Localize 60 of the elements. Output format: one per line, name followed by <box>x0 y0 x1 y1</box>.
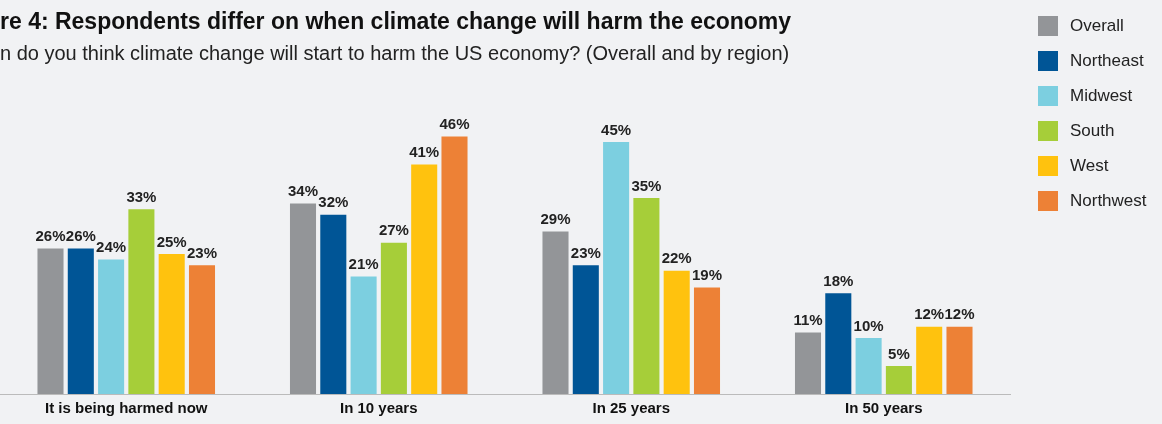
x-tick-label: In 25 years <box>592 399 671 417</box>
bar <box>158 254 185 394</box>
bar <box>794 332 822 394</box>
data-label: 26% <box>35 227 66 245</box>
legend-label: Northwest <box>1070 190 1147 211</box>
bar <box>128 209 155 394</box>
bar <box>320 214 347 394</box>
data-label: 23% <box>186 243 218 261</box>
bar <box>37 248 64 394</box>
bar <box>603 142 630 394</box>
legend-label: Midwest <box>1070 85 1133 106</box>
data-label: 32% <box>318 193 349 211</box>
bar <box>350 276 377 394</box>
data-label: 21% <box>348 255 379 273</box>
x-tick-label: In 10 years <box>339 399 418 417</box>
data-label: 45% <box>601 120 632 138</box>
bar <box>916 326 943 394</box>
data-label: 10% <box>853 316 884 334</box>
bar <box>98 259 125 394</box>
data-label: 27% <box>378 221 409 239</box>
data-label: 46% <box>439 115 470 133</box>
bar <box>380 242 407 394</box>
data-label: 35% <box>631 176 662 194</box>
x-tick-label: In 50 years <box>844 399 923 417</box>
bar <box>663 270 690 394</box>
bar <box>693 287 721 394</box>
data-label: 18% <box>823 271 854 289</box>
chart-subtitle: n do you think climate change will start to harm the US economy? (Overall and by region) <box>0 42 790 65</box>
data-label: 12% <box>914 305 945 323</box>
x-tick-label: It is being harmed now <box>44 399 208 417</box>
bar <box>572 265 599 394</box>
bar <box>441 136 468 394</box>
bar <box>633 198 660 394</box>
legend-label: Northeast <box>1070 50 1144 71</box>
data-label: 33% <box>126 187 157 205</box>
bar <box>542 231 569 394</box>
data-label: 11% <box>793 311 823 329</box>
data-label: 22% <box>661 249 692 267</box>
legend-label: Overall <box>1070 15 1124 36</box>
bar <box>946 326 973 394</box>
data-label: 26% <box>65 227 96 245</box>
bar <box>411 164 438 394</box>
bar <box>67 248 94 394</box>
data-label: 12% <box>944 305 975 323</box>
data-label: 41% <box>409 143 440 161</box>
data-label: 23% <box>570 243 601 261</box>
bar <box>885 366 912 394</box>
chart-title: re 4: Respondents differ on when climate change will harm the economy <box>0 8 792 35</box>
data-label: 29% <box>540 210 571 228</box>
bar <box>855 338 882 394</box>
data-label: 5% <box>888 344 910 362</box>
bar <box>825 293 852 394</box>
legend-label: South <box>1070 120 1115 141</box>
data-label: 34% <box>287 182 319 200</box>
bar <box>188 265 216 394</box>
legend-label: West <box>1070 155 1109 176</box>
data-label: 19% <box>691 266 723 284</box>
data-label: 25% <box>156 232 187 250</box>
bar <box>289 203 317 394</box>
data-label: 24% <box>96 238 127 256</box>
